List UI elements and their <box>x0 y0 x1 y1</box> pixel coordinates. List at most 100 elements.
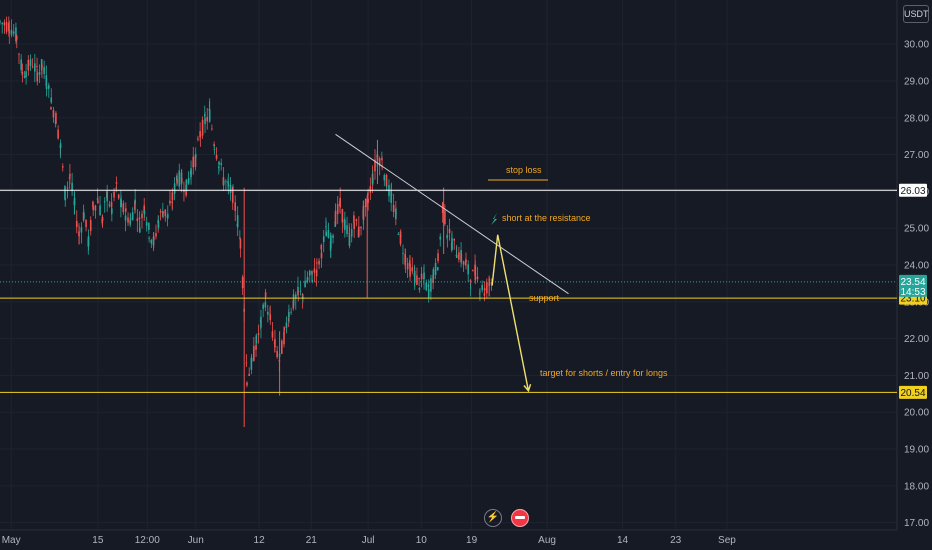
candle-body <box>27 59 30 71</box>
candle-body <box>455 254 458 259</box>
candle-body <box>75 221 78 228</box>
candle-body <box>103 201 106 203</box>
candle-body <box>437 253 439 262</box>
time-tick-label: Jun <box>188 535 204 546</box>
candles <box>0 16 493 427</box>
candle-body <box>120 200 122 207</box>
candle-body <box>294 294 297 299</box>
price-tick-label: 25.00 <box>904 224 929 235</box>
candle-body <box>397 234 400 235</box>
candle-body <box>122 203 125 213</box>
candle-body <box>269 314 272 321</box>
candle-body <box>246 382 248 386</box>
candle-body <box>344 220 346 230</box>
candle-body <box>229 184 232 193</box>
candle-body <box>3 22 6 26</box>
candle-body <box>73 197 76 206</box>
time-tick-label: 21 <box>306 535 318 546</box>
candle-body <box>364 198 367 208</box>
time-axis[interactable]: May 15 12:00 Jun 12 21 Jul 10 19 Aug 14 23 Sep <box>2 535 737 546</box>
candle-body <box>45 86 48 89</box>
candle-body <box>15 36 18 40</box>
candle-body <box>481 285 483 291</box>
price-tick-label: 18.00 <box>904 481 929 492</box>
candle-body <box>99 205 101 216</box>
candle-body <box>369 186 372 193</box>
candle-body <box>253 346 255 361</box>
candle-body <box>0 21 1 23</box>
candle-body <box>458 252 460 260</box>
candle-body <box>264 302 267 308</box>
candle-body <box>250 358 253 362</box>
candle-body <box>218 161 220 165</box>
currency-label[interactable]: USDT <box>903 5 929 23</box>
projection-arrow[interactable] <box>491 234 530 392</box>
candle-body <box>89 220 92 231</box>
candle-body <box>127 217 129 223</box>
candle-body <box>255 344 257 350</box>
time-tick-label: 12:00 <box>135 535 160 546</box>
candle-body <box>208 109 211 122</box>
candle-body <box>20 59 22 71</box>
lightning-icon[interactable]: ⚡ <box>484 509 502 527</box>
resistance-trendline[interactable] <box>335 133 569 295</box>
candle-body <box>325 231 327 237</box>
level-badge-label-1: 23.10 <box>900 294 925 305</box>
candle-body <box>148 237 150 239</box>
candle-body <box>336 204 339 215</box>
candle-body <box>274 338 276 348</box>
candle-body <box>288 312 290 318</box>
candle-body <box>306 277 309 281</box>
candle-body <box>183 189 185 192</box>
candle-body <box>180 178 183 183</box>
candle-body <box>110 202 113 207</box>
candle-body <box>315 270 318 277</box>
price-tick-label: 27.00 <box>904 150 929 161</box>
current-price-label: 23.54 <box>900 277 925 288</box>
candle-body <box>117 194 120 199</box>
current-price-badge <box>899 274 927 297</box>
candle-body <box>141 213 143 218</box>
candle-body <box>59 143 62 149</box>
candle-body <box>362 205 365 221</box>
drawings[interactable] <box>335 133 569 393</box>
candle-body <box>36 72 39 82</box>
candle-body <box>327 229 330 238</box>
annotations: stop loss short at the resistance suppor… <box>488 165 668 378</box>
candle-body <box>469 280 472 282</box>
candle-body <box>490 282 493 285</box>
candle-body <box>211 128 213 130</box>
candle-body <box>423 272 425 279</box>
candle-body <box>215 154 218 159</box>
candle-body <box>106 191 108 202</box>
candle-body <box>113 191 115 198</box>
candle-body <box>372 178 374 183</box>
earnings-event-icon[interactable] <box>511 509 529 527</box>
candle-body <box>227 183 230 187</box>
candle-body <box>467 264 469 275</box>
candle-body <box>383 175 386 181</box>
candle-body <box>416 275 418 285</box>
candle-body <box>330 235 332 249</box>
candle-body <box>460 253 463 261</box>
candle-body <box>194 153 197 159</box>
candle-body <box>15 27 17 41</box>
candle-body <box>83 213 85 219</box>
candle-body <box>255 335 258 344</box>
time-tick-label: Aug <box>538 535 556 546</box>
candle-body <box>420 273 423 280</box>
horizontal-levels[interactable] <box>0 189 897 393</box>
price-axis[interactable]: 30.0029.0028.0027.0026.0025.0024.0023.00… <box>904 40 929 529</box>
candle-body <box>322 236 325 242</box>
candle-body <box>318 260 320 265</box>
candle-body <box>220 163 223 165</box>
candle-body <box>43 67 45 74</box>
candle-body <box>12 31 15 34</box>
candle-body <box>61 166 64 168</box>
time-tick-label: May <box>2 535 21 546</box>
candle-body <box>213 149 216 150</box>
price-tick-label: 22.00 <box>904 334 929 345</box>
price-tick-label: 17.00 <box>904 518 929 529</box>
